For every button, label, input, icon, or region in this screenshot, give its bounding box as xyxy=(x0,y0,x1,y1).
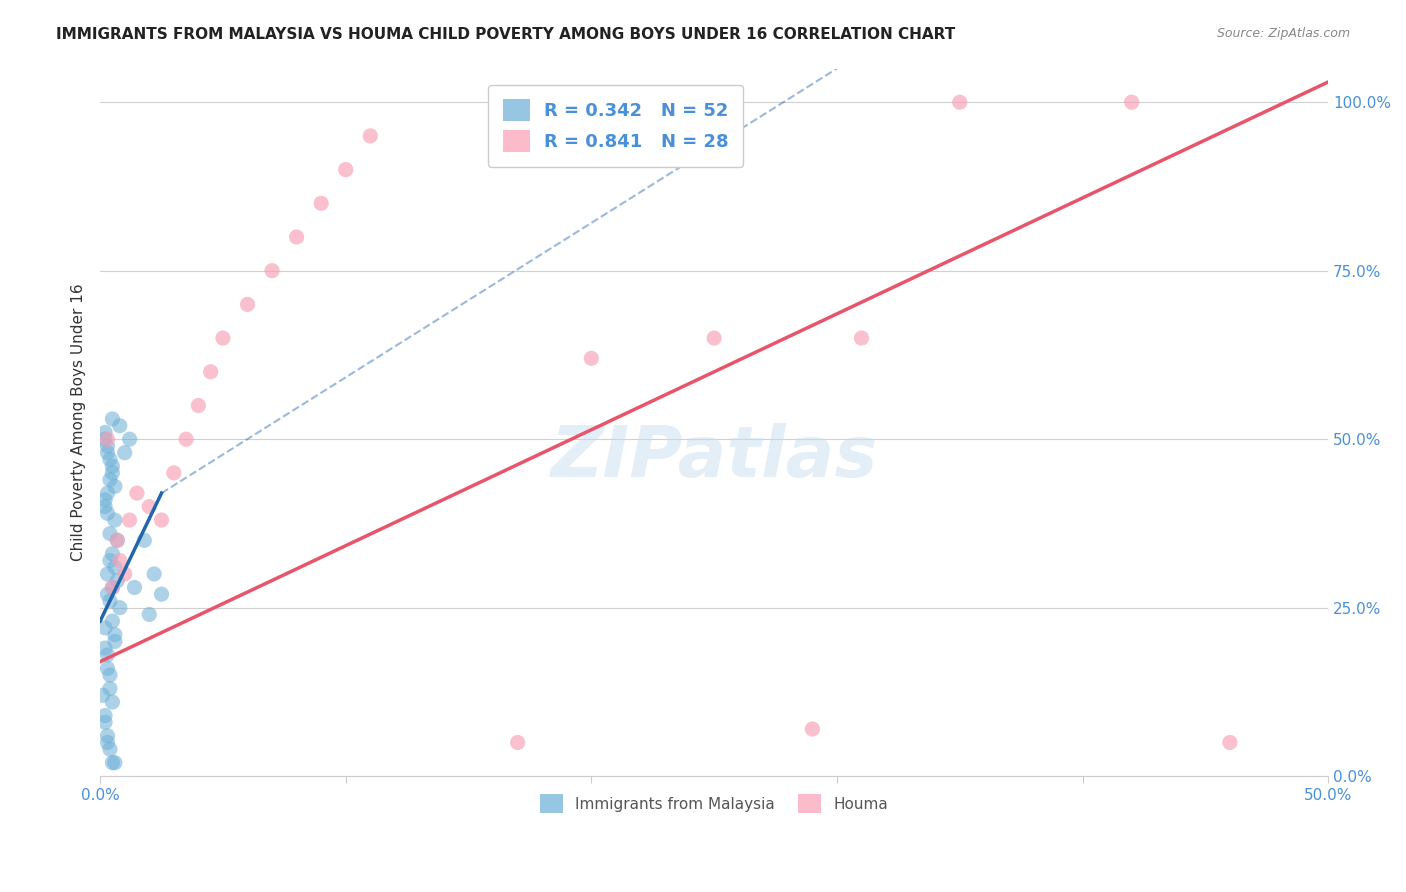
Point xyxy=(98,742,121,756)
Point xyxy=(94,621,117,635)
Point xyxy=(98,681,121,696)
Point xyxy=(118,513,141,527)
Point xyxy=(125,486,148,500)
Point xyxy=(104,479,127,493)
Point xyxy=(94,425,117,440)
Point xyxy=(104,627,127,641)
Point xyxy=(1219,735,1241,749)
Text: IMMIGRANTS FROM MALAYSIA VS HOUMA CHILD POVERTY AMONG BOYS UNDER 16 CORRELATION : IMMIGRANTS FROM MALAYSIA VS HOUMA CHILD … xyxy=(56,27,956,42)
Point xyxy=(163,466,186,480)
Point xyxy=(335,162,357,177)
Point xyxy=(104,756,127,770)
Point xyxy=(104,634,127,648)
Point xyxy=(150,587,173,601)
Point xyxy=(98,452,121,467)
Point xyxy=(104,513,127,527)
Point xyxy=(101,412,124,426)
Point xyxy=(143,566,166,581)
Point xyxy=(96,566,118,581)
Point xyxy=(101,466,124,480)
Point xyxy=(96,439,118,453)
Point xyxy=(98,526,121,541)
Point xyxy=(118,432,141,446)
Y-axis label: Child Poverty Among Boys Under 16: Child Poverty Among Boys Under 16 xyxy=(72,284,86,561)
Point xyxy=(101,614,124,628)
Point xyxy=(101,695,124,709)
Point xyxy=(212,331,235,345)
Point xyxy=(96,648,118,662)
Legend: Immigrants from Malaysia, Houma: Immigrants from Malaysia, Houma xyxy=(529,782,900,825)
Point xyxy=(114,566,136,581)
Text: Source: ZipAtlas.com: Source: ZipAtlas.com xyxy=(1216,27,1350,40)
Point xyxy=(1121,95,1143,110)
Point xyxy=(506,735,529,749)
Point xyxy=(359,128,381,143)
Point xyxy=(105,533,128,548)
Point xyxy=(96,735,118,749)
Point xyxy=(96,729,118,743)
Point xyxy=(174,432,197,446)
Point xyxy=(101,547,124,561)
Point xyxy=(101,459,124,474)
Point xyxy=(98,473,121,487)
Point xyxy=(138,500,160,514)
Point xyxy=(105,574,128,588)
Point xyxy=(309,196,332,211)
Point xyxy=(98,594,121,608)
Point xyxy=(801,722,824,736)
Point xyxy=(260,263,283,277)
Point xyxy=(98,668,121,682)
Point xyxy=(138,607,160,622)
Point xyxy=(94,715,117,730)
Point xyxy=(101,756,124,770)
Point xyxy=(91,688,114,702)
Point xyxy=(96,432,118,446)
Text: ZIPatlas: ZIPatlas xyxy=(550,423,877,492)
Point xyxy=(104,560,127,574)
Point xyxy=(187,399,209,413)
Point xyxy=(94,641,117,656)
Point xyxy=(134,533,156,548)
Point xyxy=(98,553,121,567)
Point xyxy=(96,486,118,500)
Point xyxy=(124,581,146,595)
Point xyxy=(96,661,118,675)
Point xyxy=(108,600,131,615)
Point xyxy=(949,95,972,110)
Point xyxy=(105,533,128,548)
Point xyxy=(703,331,725,345)
Point xyxy=(581,351,603,366)
Point xyxy=(96,506,118,520)
Point xyxy=(200,365,222,379)
Point xyxy=(108,418,131,433)
Point xyxy=(108,553,131,567)
Point xyxy=(150,513,173,527)
Point xyxy=(236,297,259,311)
Point xyxy=(851,331,873,345)
Point xyxy=(101,581,124,595)
Point xyxy=(114,445,136,459)
Point xyxy=(94,500,117,514)
Point xyxy=(96,587,118,601)
Point xyxy=(94,432,117,446)
Point xyxy=(94,708,117,723)
Point xyxy=(285,230,308,244)
Point xyxy=(96,445,118,459)
Point xyxy=(94,492,117,507)
Point xyxy=(101,581,124,595)
